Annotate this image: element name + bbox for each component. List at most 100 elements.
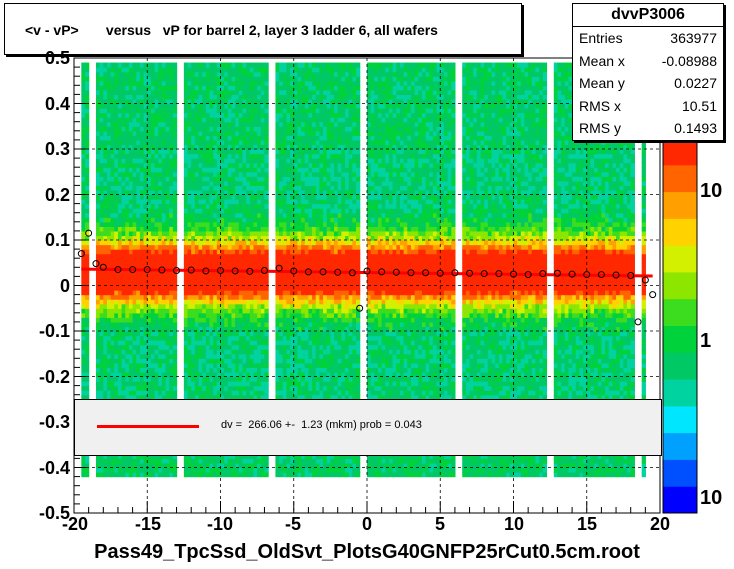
heatmap-cell — [166, 336, 170, 341]
heatmap-cell — [103, 249, 107, 254]
heatmap-cell — [261, 258, 265, 263]
heatmap-cell — [103, 304, 107, 309]
heatmap-cell — [96, 126, 100, 131]
heatmap-cell — [129, 345, 133, 350]
heatmap-cell — [118, 468, 122, 473]
heatmap-cell — [81, 126, 85, 131]
heatmap-cell — [286, 81, 290, 86]
heatmap-cell — [199, 340, 203, 345]
heatmap-cell — [286, 126, 290, 131]
heatmap-cell — [100, 167, 104, 172]
heatmap-cell — [122, 313, 126, 318]
heatmap-cell — [275, 167, 279, 172]
heatmap-cell — [188, 72, 192, 77]
heatmap-cell — [162, 331, 166, 336]
heatmap-cell — [155, 345, 159, 350]
heatmap-cell — [103, 381, 107, 386]
heatmap-cell — [210, 226, 214, 231]
heatmap-cell — [155, 195, 159, 200]
heatmap-cell — [231, 249, 235, 254]
heatmap-cell — [140, 185, 144, 190]
heatmap-cell — [155, 222, 159, 227]
heatmap-cell — [202, 172, 206, 177]
heatmap-cell — [261, 81, 265, 86]
heatmap-cell — [213, 390, 217, 395]
heatmap-cell — [294, 295, 298, 300]
heatmap-cell — [301, 140, 305, 145]
heatmap-cell — [253, 222, 257, 227]
heatmap-cell — [210, 468, 214, 473]
heatmap-cell — [275, 363, 279, 368]
heatmap-cell — [213, 245, 217, 250]
heatmap-cell — [199, 172, 203, 177]
heatmap-cell — [250, 135, 254, 140]
heatmap-cell — [199, 167, 203, 172]
heatmap-cell — [242, 313, 246, 318]
heatmap-cell — [239, 131, 243, 136]
heatmap-cell — [184, 231, 188, 236]
heatmap-cell — [147, 126, 151, 131]
heatmap-cell — [242, 263, 246, 268]
heatmap-cell — [224, 222, 228, 227]
heatmap-cell — [213, 322, 217, 327]
heatmap-cell — [136, 286, 140, 291]
heatmap-cell — [261, 358, 265, 363]
heatmap-cell — [231, 295, 235, 300]
heatmap-cell — [103, 349, 107, 354]
heatmap-cell — [100, 286, 104, 291]
heatmap-cell — [286, 263, 290, 268]
heatmap-cell — [114, 336, 118, 341]
heatmap-cell — [114, 349, 118, 354]
heatmap-cell — [246, 149, 250, 154]
heatmap-cell — [239, 67, 243, 72]
heatmap-cell — [199, 217, 203, 222]
heatmap-cell — [100, 140, 104, 145]
heatmap-cell — [188, 354, 192, 359]
heatmap-cell — [213, 90, 217, 95]
heatmap-cell — [224, 472, 228, 477]
heatmap-cell — [107, 163, 111, 168]
heatmap-cell — [169, 276, 173, 281]
heatmap-cell — [107, 381, 111, 386]
heatmap-cell — [103, 254, 107, 259]
heatmap-cell — [114, 226, 118, 231]
heatmap-cell — [111, 295, 115, 300]
heatmap-cell — [261, 313, 265, 318]
heatmap-cell — [242, 286, 246, 291]
heatmap-cell — [158, 85, 162, 90]
heatmap-cell — [279, 240, 283, 245]
heatmap-cell — [275, 245, 279, 250]
heatmap-cell — [261, 381, 265, 386]
heatmap-cell — [158, 108, 162, 113]
heatmap-cell — [96, 104, 100, 109]
heatmap-cell — [228, 113, 232, 118]
heatmap-cell — [286, 308, 290, 313]
heatmap-cell — [166, 90, 170, 95]
heatmap-cell — [96, 345, 100, 350]
heatmap-cell — [118, 67, 122, 72]
heatmap-cell — [231, 468, 235, 473]
heatmap-cell — [297, 390, 301, 395]
heatmap-cell — [129, 331, 133, 336]
heatmap-cell — [279, 108, 283, 113]
heatmap-cell — [246, 76, 250, 81]
heatmap-cell — [191, 254, 195, 259]
heatmap-cell — [162, 381, 166, 386]
heatmap-cell — [129, 135, 133, 140]
heatmap-cell — [188, 81, 192, 86]
heatmap-cell — [228, 336, 232, 341]
heatmap-cell — [129, 340, 133, 345]
heatmap-cell — [155, 304, 159, 309]
heatmap-cell — [191, 276, 195, 281]
heatmap-cell — [169, 195, 173, 200]
heatmap-cell — [125, 113, 129, 118]
heatmap-cell — [297, 458, 301, 463]
heatmap-cell — [195, 367, 199, 372]
heatmap-cell — [199, 117, 203, 122]
heatmap-cell — [85, 72, 89, 77]
heatmap-cell — [275, 354, 279, 359]
heatmap-cell — [100, 308, 104, 313]
heatmap-cell — [111, 199, 115, 204]
heatmap-cell — [158, 154, 162, 159]
heatmap-cell — [210, 386, 214, 391]
